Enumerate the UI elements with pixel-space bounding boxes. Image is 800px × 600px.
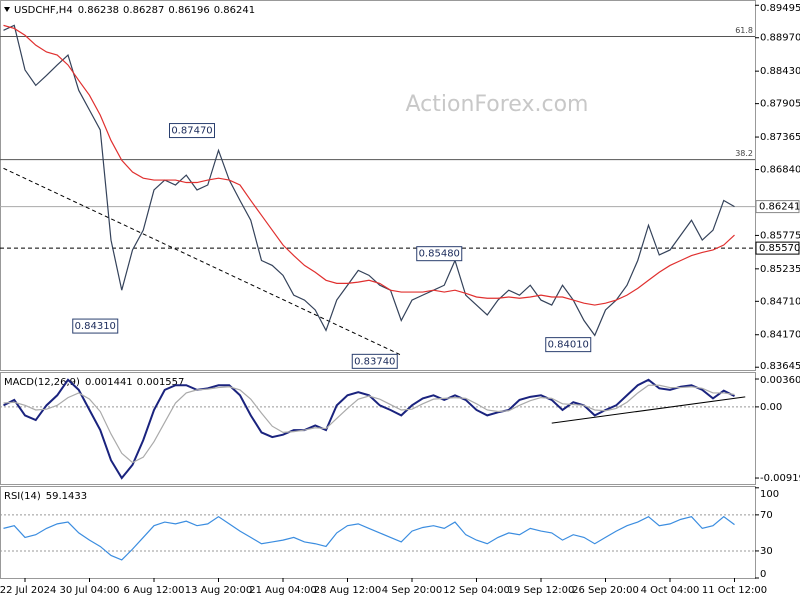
- panel-frame: [0, 486, 756, 579]
- y-tick-label: 0.003603: [760, 375, 800, 386]
- collapse-icon: [4, 7, 10, 12]
- y-tick-label: 0.84710: [760, 296, 800, 307]
- x-tick-label: 19 Sep 12:00: [508, 585, 575, 596]
- annotation-label: 0.84310: [75, 321, 116, 332]
- panel-title: MACD(12,26,9): [4, 377, 80, 388]
- annotation-box: [169, 123, 215, 139]
- annotation-box: [72, 318, 119, 334]
- annotation-label: 0.87470: [171, 126, 212, 137]
- series-line: [3, 378, 735, 480]
- annotation-box: [416, 246, 463, 262]
- y-tick-label: 0.85235: [760, 264, 800, 275]
- price-box: [755, 241, 800, 255]
- y-tick-label: 0.89495: [760, 3, 800, 14]
- annotation-label: 0.84010: [548, 340, 589, 351]
- annotation-box: [545, 337, 592, 353]
- y-tick-label: 0.87905: [760, 99, 800, 110]
- y-tick-label: 0.83645: [760, 361, 800, 372]
- annotation-box: [351, 353, 398, 369]
- x-tick-label: 4 Sep 20:00: [382, 585, 442, 596]
- level-label: 61.8: [735, 26, 753, 35]
- x-tick-label: 22 Jul 2024: [0, 585, 56, 596]
- x-tick-label: 11 Oct 12:00: [702, 585, 767, 596]
- x-tick-label: 26 Sep 20:00: [572, 585, 639, 596]
- y-tick-label: 0.88430: [760, 66, 800, 77]
- y-tick-label: 0.87365: [760, 132, 800, 143]
- readout-value: 0.86241: [214, 5, 255, 16]
- y-tick-label: 0.86840: [760, 165, 800, 176]
- series-line: [3, 384, 735, 464]
- level-label: 38.2: [735, 149, 753, 158]
- readout-value: 0.86238: [78, 5, 119, 16]
- readout-value: 0.86287: [123, 5, 164, 16]
- readout-value: 0.001441: [85, 377, 133, 388]
- panel-frame: [0, 0, 756, 371]
- y-tick-label: 70: [760, 510, 773, 521]
- price-box-label: 0.85570: [759, 243, 800, 254]
- y-tick-label: 0: [760, 569, 766, 580]
- trendline: [3, 167, 402, 356]
- x-tick-label: 12 Sep 04:00: [443, 585, 510, 596]
- annotation-label: 0.83740: [354, 356, 395, 367]
- readout-value: 0.86196: [168, 5, 209, 16]
- y-tick-label: 100: [760, 489, 779, 500]
- series-line: [3, 24, 735, 306]
- y-tick-label: 0.85775: [760, 230, 800, 241]
- y-tick-label: 0.84170: [760, 330, 800, 341]
- x-tick-label: 30 Jul 04:00: [60, 585, 120, 596]
- annotation-label: 0.85480: [419, 249, 460, 260]
- y-tick-label: 30: [760, 546, 773, 557]
- panel-frame: [0, 372, 756, 485]
- price-box: [755, 200, 800, 214]
- panel-title: RSI(14): [4, 491, 41, 502]
- x-tick-label: 13 Aug 20:00: [185, 585, 252, 596]
- y-tick-label: -0.009198: [760, 473, 800, 484]
- watermark: ActionForex.com: [406, 92, 589, 117]
- series-line: [3, 24, 735, 337]
- readout-value: 59.1433: [46, 491, 87, 502]
- y-tick-label: 0.88970: [760, 33, 800, 44]
- y-tick-label: 0.00: [760, 402, 782, 413]
- current-price-label: 0.86241: [759, 202, 800, 213]
- readout-value: 0.001557: [137, 377, 185, 388]
- panel-title: USDCHF,H4: [14, 5, 73, 16]
- x-tick-label: 4 Oct 04:00: [641, 585, 700, 596]
- trendline: [551, 396, 746, 424]
- x-tick-label: 6 Aug 12:00: [123, 585, 184, 596]
- x-tick-label: 21 Aug 04:00: [249, 585, 316, 596]
- series-line: [3, 515, 735, 561]
- x-tick-label: 28 Aug 12:00: [314, 585, 381, 596]
